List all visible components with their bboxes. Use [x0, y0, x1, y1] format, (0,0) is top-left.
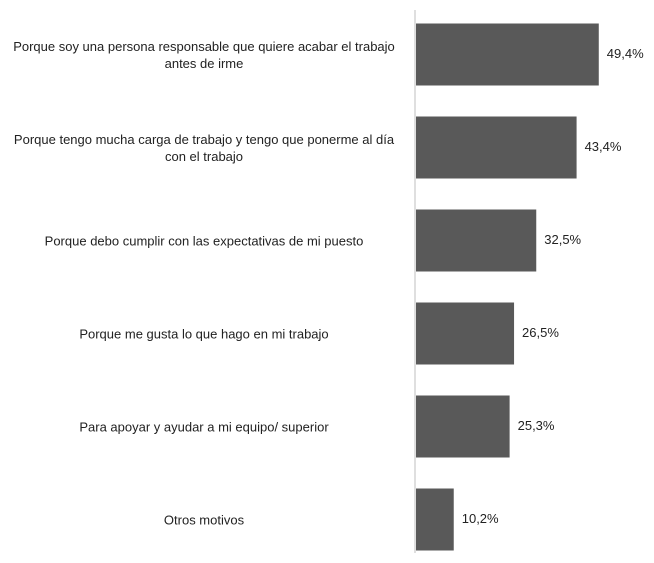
bar [416, 209, 537, 272]
category-label: Para apoyar y ayudar a mi equipo/ superi… [79, 419, 329, 434]
category-label: Porque debo cumplir con las expectativas… [44, 233, 364, 248]
category-label: Porque soy una persona responsable que q… [13, 38, 395, 71]
bar [416, 395, 510, 458]
bar [416, 302, 515, 365]
category-label: Porque tengo mucha carga de trabajo y te… [13, 131, 395, 164]
category-label: Otros motivos [163, 512, 245, 527]
value-label: 43,4% [585, 139, 622, 154]
category-label: Porque me gusta lo que hago en mi trabaj… [79, 326, 329, 341]
value-label: 32,5% [544, 232, 581, 247]
value-label: 10,2% [462, 511, 499, 526]
value-label: 26,5% [522, 325, 559, 340]
bar [416, 488, 454, 551]
bar [416, 23, 599, 86]
value-label: 49,4% [607, 46, 644, 61]
value-label: 25,3% [518, 418, 555, 433]
bar [416, 116, 577, 179]
